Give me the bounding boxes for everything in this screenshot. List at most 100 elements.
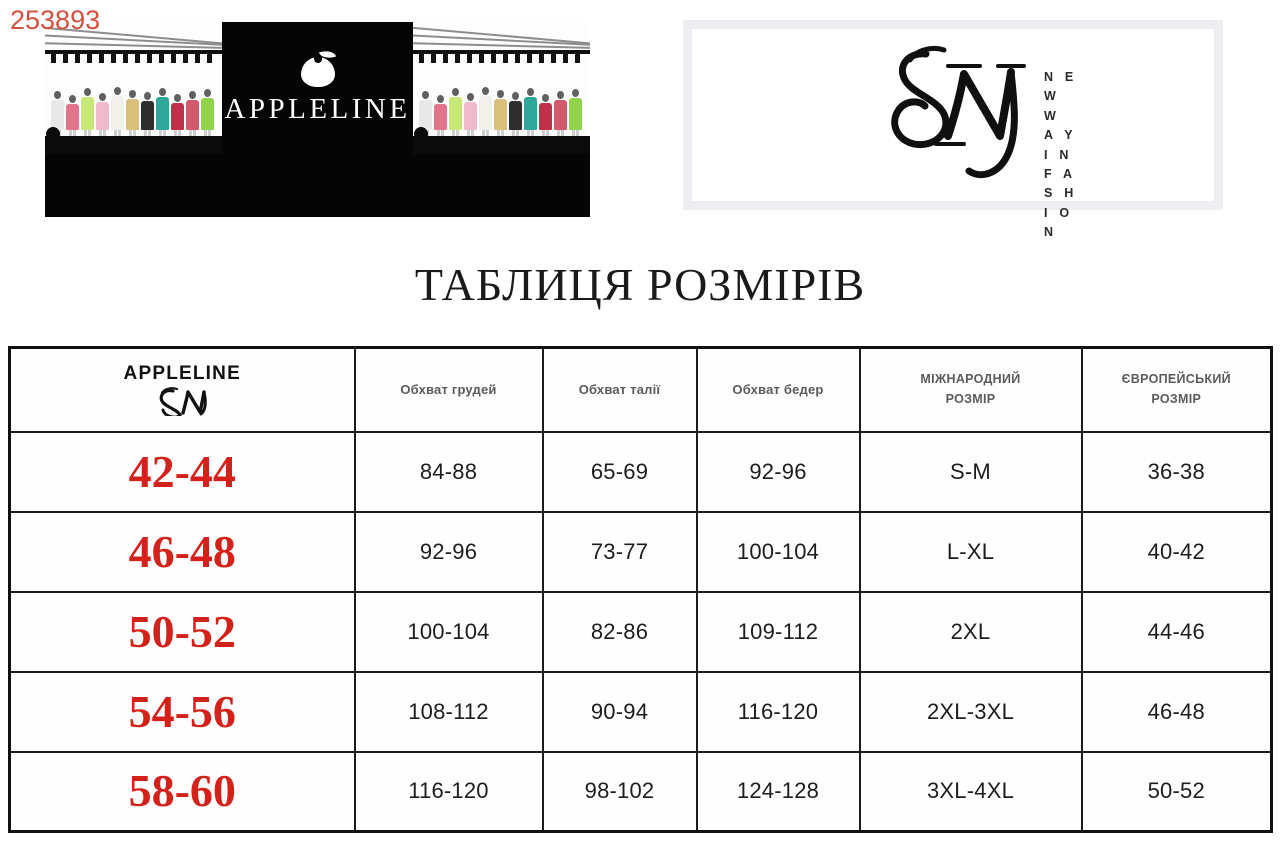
- cell-international: S-M: [858, 430, 1083, 513]
- header-label-international-line1: МІЖНАРОДНИЙ: [920, 372, 1021, 387]
- apple-icon: [300, 47, 336, 87]
- table-row: 58-60 116-120 98-102 124-128 3XL-4XL 50-…: [8, 750, 1273, 833]
- fashion-figures: [413, 58, 590, 148]
- waist-value: 65-69: [590, 458, 649, 484]
- table-row: 54-56 108-112 90-94 116-120 2XL-3XL 46-4…: [8, 670, 1273, 753]
- table-row: 42-44 84-88 65-69 92-96 S-M 36-38: [8, 430, 1273, 513]
- appleline-logo: APPLELINE: [222, 22, 413, 154]
- header-label-european-line1: ЄВРОПЕЙСЬКИЙ: [1121, 372, 1231, 387]
- international-value: 2XL: [950, 618, 991, 644]
- fashion-figures: [45, 58, 222, 148]
- table-row: 46-48 92-96 73-77 100-104 L-XL 40-42: [8, 510, 1273, 593]
- cell-chest: 108-112: [353, 670, 544, 753]
- watermark-id: 253893: [10, 5, 101, 35]
- header-cell-international: МІЖНАРОДНИЙ РОЗМІР: [858, 346, 1083, 433]
- cell-european: 40-42: [1080, 510, 1273, 593]
- table-header-row: APPLELINE Обхват грудей: [8, 346, 1273, 433]
- cell-waist: 65-69: [541, 430, 698, 513]
- chest-value: 116-120: [408, 778, 489, 804]
- cell-waist: 98-102: [541, 750, 698, 833]
- cell-hips: 92-96: [695, 430, 861, 513]
- sn-monogram-icon: [891, 45, 1026, 179]
- size-value: 46-48: [128, 525, 236, 577]
- brand-sn-monogram-icon: [159, 386, 207, 416]
- cell-european: 36-38: [1080, 430, 1273, 513]
- european-value: 40-42: [1147, 538, 1205, 564]
- cell-european: 50-52: [1080, 750, 1273, 833]
- cell-chest: 100-104: [353, 590, 544, 673]
- size-value: 50-52: [128, 605, 236, 657]
- cell-hips: 109-112: [695, 590, 861, 673]
- european-value: 50-52: [1147, 778, 1205, 804]
- hips-value: 124-128: [736, 778, 820, 804]
- header-label-international: МІЖНАРОДНИЙ РОЗМІР: [861, 370, 1081, 409]
- brand-appleline-label: APPLELINE: [123, 362, 241, 384]
- international-value: 3XL-4XL: [926, 778, 1014, 804]
- waist-value: 82-86: [590, 618, 649, 644]
- header-cell-european: ЄВРОПЕЙСЬКИЙ РОЗМІР: [1080, 346, 1273, 433]
- cell-hips: 124-128: [695, 750, 861, 833]
- european-value: 44-46: [1147, 618, 1205, 644]
- hips-value: 116-120: [737, 698, 819, 724]
- cell-waist: 82-86: [541, 590, 698, 673]
- runway-illustration-right: [413, 22, 590, 154]
- sn-tagline: N E W W A Y I N F A S H I O N: [1044, 68, 1078, 242]
- chest-value: 100-104: [407, 618, 490, 644]
- waist-value: 90-94: [590, 698, 649, 724]
- appleline-wordmark: APPLELINE: [224, 92, 411, 125]
- logos-row: APPLELINE: [0, 0, 1280, 240]
- cell-european: 44-46: [1080, 590, 1273, 673]
- sn-tagline-line2: F A S H I O N: [1044, 166, 1078, 239]
- hips-value: 100-104: [736, 538, 820, 564]
- cell-international: 2XL: [858, 590, 1083, 673]
- header-label-european: ЄВРОПЕЙСЬКИЙ РОЗМІР: [1083, 370, 1271, 409]
- waist-value: 98-102: [584, 778, 655, 804]
- ceiling-beams: [45, 22, 222, 63]
- international-value: L-XL: [946, 538, 995, 564]
- size-value: 54-56: [128, 685, 236, 737]
- size-value: 42-44: [128, 445, 236, 497]
- cell-international: L-XL: [858, 510, 1083, 593]
- runway-illustration-left: [45, 22, 222, 154]
- waist-value: 73-77: [590, 538, 649, 564]
- appleline-banner: APPLELINE: [45, 22, 590, 217]
- ceiling-beams: [413, 22, 590, 63]
- cell-size: 50-52: [8, 590, 356, 673]
- chest-value: 84-88: [419, 458, 478, 484]
- header-label-waist: Обхват талії: [578, 381, 661, 397]
- hips-value: 92-96: [749, 458, 807, 484]
- cell-hips: 100-104: [695, 510, 861, 593]
- header-cell-brand: APPLELINE: [8, 346, 356, 433]
- header-cell-waist: Обхват талії: [541, 346, 698, 433]
- sn-logo-box: N E W W A Y I N F A S H I O N: [683, 20, 1223, 239]
- international-value: S-M: [950, 458, 991, 484]
- crowd-silhouette: [45, 124, 222, 154]
- cell-waist: 73-77: [541, 510, 698, 593]
- international-value: 2XL-3XL: [926, 698, 1014, 724]
- crowd-silhouette: [413, 124, 590, 154]
- cell-chest: 92-96: [353, 510, 544, 593]
- header-label-european-line2: РОЗМІР: [1151, 391, 1202, 406]
- cell-size: 54-56: [8, 670, 356, 753]
- cell-size: 42-44: [8, 430, 356, 513]
- page-title: ТАБЛИЦЯ РОЗМІРІВ: [414, 259, 866, 310]
- cell-chest: 84-88: [353, 430, 544, 513]
- cell-waist: 90-94: [541, 670, 698, 753]
- cell-international: 3XL-4XL: [858, 750, 1083, 833]
- sn-tagline-line1: N E W W A Y I N: [1044, 70, 1078, 162]
- cell-size: 46-48: [8, 510, 356, 593]
- chest-value: 108-112: [408, 698, 489, 724]
- hips-value: 109-112: [737, 618, 819, 644]
- header-cell-hips: Обхват бедер: [695, 346, 861, 433]
- header-label-hips: Обхват бедер: [732, 381, 824, 397]
- cell-size: 58-60: [8, 750, 356, 833]
- european-value: 46-48: [1147, 698, 1205, 724]
- cell-chest: 116-120: [353, 750, 544, 833]
- cell-european: 46-48: [1080, 670, 1273, 753]
- european-value: 36-38: [1147, 458, 1205, 484]
- cell-hips: 116-120: [695, 670, 861, 753]
- size-table-container: APPLELINE Обхват грудей: [8, 346, 1273, 833]
- size-value: 58-60: [128, 765, 236, 817]
- header-label-chest: Обхват грудей: [400, 381, 497, 397]
